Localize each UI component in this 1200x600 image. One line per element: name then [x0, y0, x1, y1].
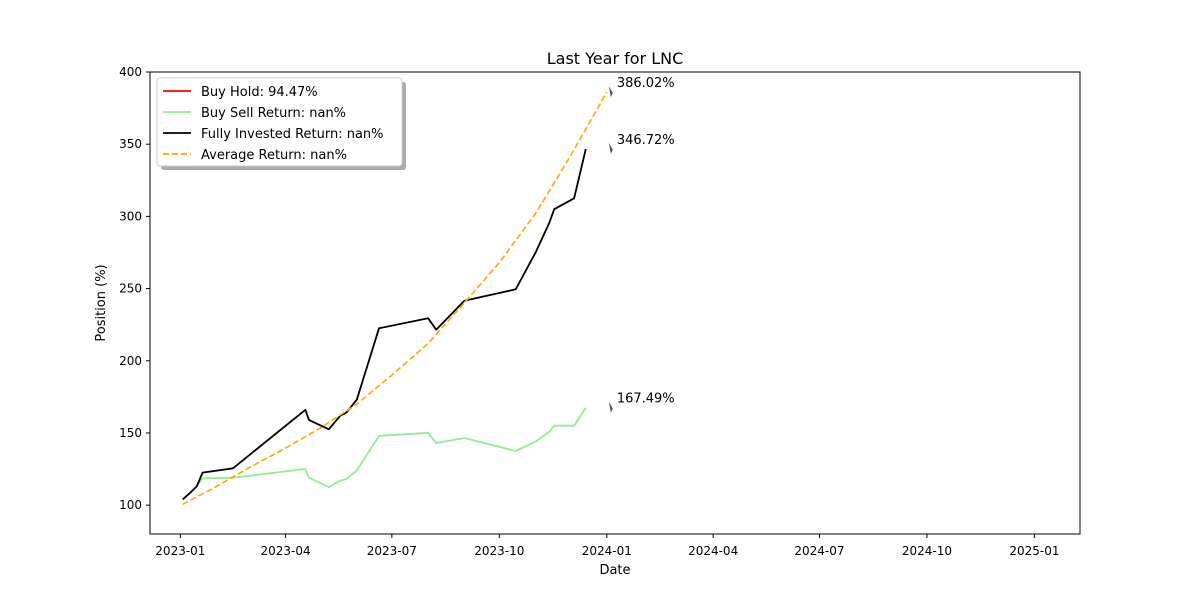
y-tick-label: 100	[119, 498, 142, 512]
y-tick-label: 150	[119, 426, 142, 440]
series-line-1	[182, 407, 587, 501]
x-tick-label: 2023-07	[367, 544, 417, 558]
legend: Buy Hold: 94.47% Buy Sell Return: nan% Ful…	[156, 77, 406, 170]
y-axis-label: Position (%)	[94, 264, 109, 341]
x-tick-label: 2024-07	[794, 544, 844, 558]
x-tick-label: 2024-04	[688, 544, 738, 558]
series-layer	[182, 91, 608, 506]
y-axis: 100 150 200 250 300 350 400	[119, 65, 150, 512]
annotation-arrow	[608, 401, 613, 413]
y-tick-label: 350	[119, 137, 142, 151]
annotation-label: 386.02%	[617, 76, 675, 91]
y-tick-label: 300	[119, 209, 142, 223]
x-tick-label: 2025-01	[1009, 544, 1059, 558]
legend-box	[156, 77, 403, 167]
x-tick-label: 2024-10	[902, 544, 952, 558]
y-tick-label: 250	[119, 282, 142, 296]
legend-label: Fully Invested Return: nan%	[201, 127, 384, 142]
x-tick-label: 2023-04	[260, 544, 310, 558]
x-tick-label: 2023-10	[474, 544, 524, 558]
x-axis-label: Date	[599, 563, 630, 578]
y-tick-label: 400	[119, 65, 142, 79]
x-tick-label: 2023-01	[155, 544, 205, 558]
annotation-arrow	[608, 142, 613, 154]
chart-title: Last Year for LNC	[547, 49, 684, 68]
series-line-2	[182, 148, 587, 501]
legend-label: Average Return: nan%	[201, 148, 347, 163]
series-line-3	[182, 91, 608, 506]
legend-label: Buy Hold: 94.47%	[201, 85, 318, 100]
annotation-layer: 386.02% 346.72% 167.49%	[608, 76, 675, 413]
legend-label: Buy Sell Return: nan%	[201, 106, 346, 121]
x-axis: 2023-01 2023-04 2023-07 2023-10 2024-01 2024-…	[155, 534, 1060, 558]
annotation-label: 167.49%	[617, 392, 675, 407]
y-tick-label: 200	[119, 354, 142, 368]
x-tick-label: 2024-01	[582, 544, 632, 558]
annotation-arrow	[608, 86, 613, 98]
annotation-label: 346.72%	[617, 133, 675, 148]
